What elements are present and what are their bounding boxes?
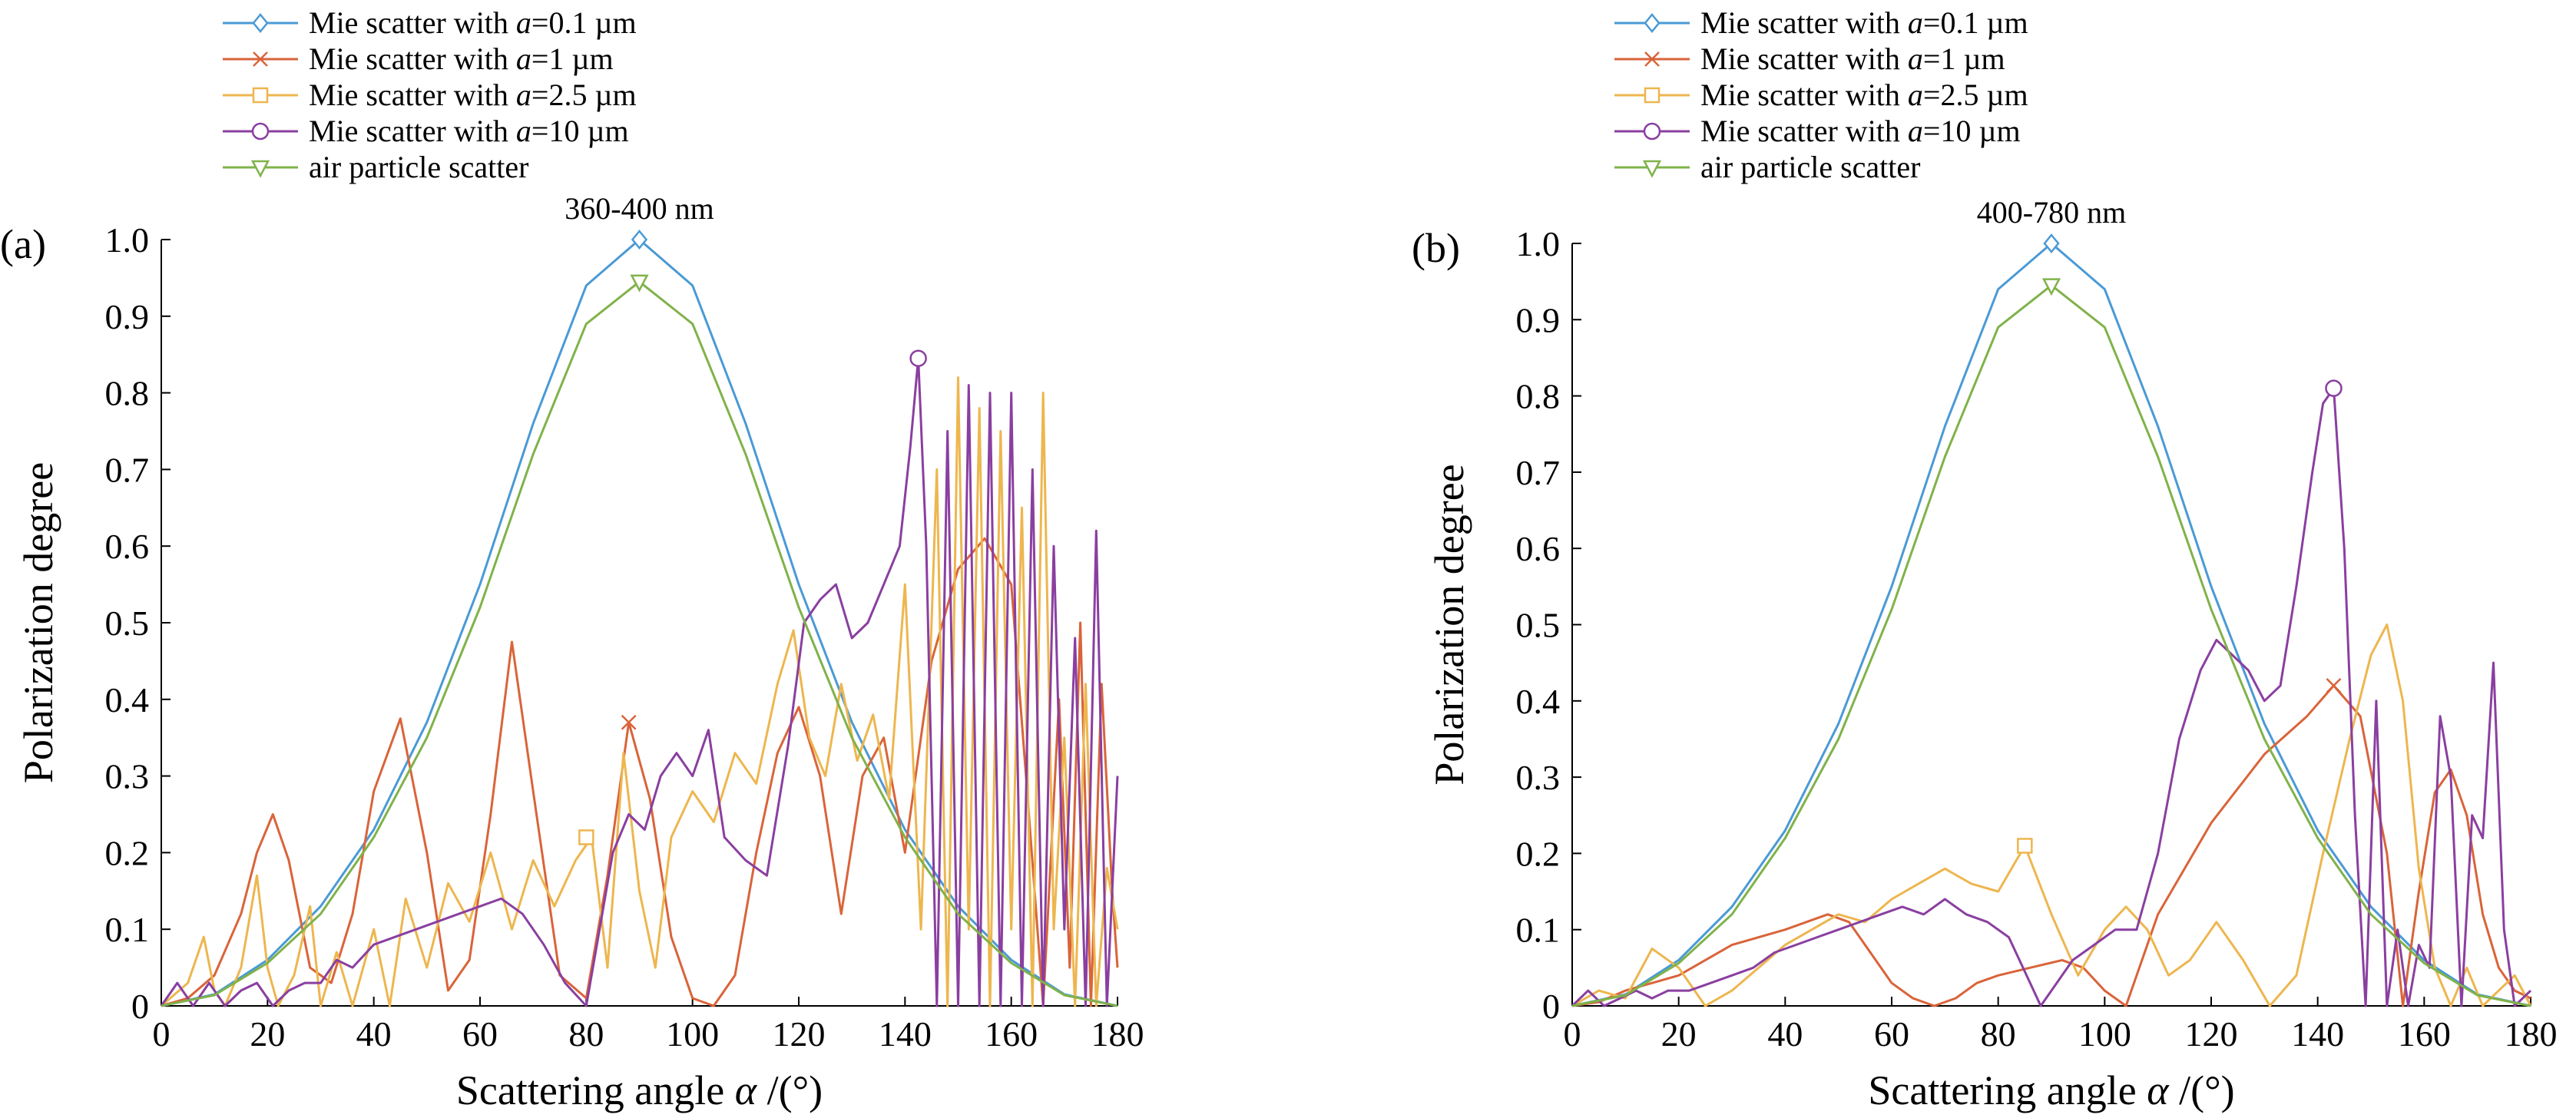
series-line-1 bbox=[161, 537, 1119, 1007]
series-marker-0 bbox=[2043, 233, 2060, 253]
y-tick-label: 0.3 bbox=[105, 757, 150, 796]
series-line-2 bbox=[1571, 624, 2532, 1007]
series-marker-2 bbox=[2017, 838, 2033, 854]
x-tick-label: 180 bbox=[2505, 1014, 2558, 1054]
y-tick-label: 0.9 bbox=[105, 297, 150, 336]
legend-marker-1-stroke-2 bbox=[1644, 51, 1660, 67]
x-tick-label: 80 bbox=[568, 1014, 604, 1054]
panel-label: (a) bbox=[0, 221, 46, 267]
legend-label-2: Mie scatter with a=2.5 µm bbox=[309, 78, 637, 112]
y-axis-title: Polarization degree bbox=[15, 462, 61, 783]
series-line-4 bbox=[1571, 284, 2531, 1007]
series-marker-1 bbox=[2326, 678, 2342, 693]
y-tick-label: 0.6 bbox=[1516, 529, 1561, 568]
x-tick-label: 60 bbox=[462, 1014, 498, 1054]
legend-marker-1 bbox=[1644, 51, 1660, 67]
x-tick-label: 40 bbox=[356, 1014, 392, 1054]
legend-marker-1 bbox=[253, 51, 268, 67]
y-tick-label: 0.2 bbox=[105, 833, 150, 872]
x-tick-label: 100 bbox=[2078, 1014, 2131, 1054]
legend-marker-2 bbox=[1644, 87, 1660, 104]
series-marker-1-stroke-2 bbox=[621, 714, 637, 730]
legend-marker-1-stroke-2 bbox=[253, 51, 268, 67]
x-tick-label: 20 bbox=[250, 1014, 285, 1054]
y-tick-label: 0.8 bbox=[105, 374, 150, 413]
series-marker-4 bbox=[630, 274, 649, 293]
series-marker-4 bbox=[2041, 278, 2061, 296]
chart-title: 360-400 nm bbox=[565, 191, 714, 226]
series-line-3 bbox=[1571, 387, 2532, 1007]
x-tick-label: 60 bbox=[1874, 1014, 1909, 1054]
panel-label: (b) bbox=[1412, 225, 1460, 271]
x-axis-title: Scattering angle α /(°) bbox=[456, 1067, 823, 1113]
x-tick-label: 160 bbox=[2398, 1014, 2451, 1054]
x-tick-label: 0 bbox=[1564, 1014, 1581, 1054]
x-tick-label: 20 bbox=[1661, 1014, 1697, 1054]
x-tick-label: 100 bbox=[666, 1014, 719, 1054]
legend-marker-0 bbox=[1644, 13, 1660, 33]
y-tick-label: 0.4 bbox=[1516, 682, 1561, 721]
series-marker-3 bbox=[2325, 379, 2343, 397]
x-tick-label: 40 bbox=[1767, 1014, 1803, 1054]
series-marker-0 bbox=[631, 230, 648, 250]
legend-label-1: Mie scatter with a=1 µm bbox=[1700, 41, 2005, 76]
y-tick-label: 0.1 bbox=[1516, 911, 1561, 950]
y-tick-label: 1.0 bbox=[1516, 224, 1561, 263]
chart-title: 400-780 nm bbox=[1977, 195, 2126, 230]
x-tick-label: 80 bbox=[1981, 1014, 2016, 1054]
series-marker-2 bbox=[578, 829, 594, 845]
legend-label-1: Mie scatter with a=1 µm bbox=[309, 41, 614, 76]
series-marker-1-stroke-2 bbox=[2326, 678, 2342, 693]
y-tick-label: 0.7 bbox=[105, 450, 150, 489]
y-tick-label: 0 bbox=[131, 987, 149, 1026]
y-tick-label: 0.6 bbox=[105, 527, 150, 566]
legend-label-0: Mie scatter with a=0.1 µm bbox=[309, 5, 637, 40]
legend-label-4: air particle scatter bbox=[1700, 150, 1920, 184]
y-tick-label: 0.4 bbox=[105, 680, 150, 719]
legend-label-4: air particle scatter bbox=[309, 150, 528, 184]
y-tick-label: 0.9 bbox=[1516, 300, 1561, 339]
legend-label-3: Mie scatter with a=10 µm bbox=[1700, 114, 2021, 148]
series-marker-3 bbox=[909, 349, 927, 367]
legend-marker-3 bbox=[251, 122, 270, 141]
x-tick-label: 120 bbox=[2185, 1014, 2238, 1054]
x-tick-label: 0 bbox=[153, 1014, 171, 1054]
legend-label-3: Mie scatter with a=10 µm bbox=[309, 114, 629, 148]
legend-marker-2 bbox=[252, 87, 269, 104]
x-tick-label: 140 bbox=[2291, 1014, 2344, 1054]
panel-a: 0 0.1 0.2 0.3 0.4 0.5 0.6 0.7 0.8 0.9 1.0 0 20 40 60 80… bbox=[0, 5, 1144, 1113]
legend-marker-0 bbox=[252, 13, 269, 33]
panel-b: 0 0.1 0.2 0.3 0.4 0.5 0.6 0.7 0.8 0.9 1.0 0 20 40 60 80… bbox=[1412, 5, 2558, 1113]
y-axis-title: Polarization degree bbox=[1426, 464, 1472, 785]
legend-marker-4 bbox=[1642, 160, 1662, 178]
legend-marker-3 bbox=[1643, 122, 1661, 141]
legend-label-2: Mie scatter with a=2.5 µm bbox=[1700, 78, 2028, 112]
y-tick-label: 0.7 bbox=[1516, 453, 1561, 492]
y-tick-label: 0 bbox=[1542, 987, 1560, 1026]
series-line-2 bbox=[161, 376, 1119, 1007]
series-marker-1 bbox=[621, 714, 637, 730]
x-tick-label: 160 bbox=[985, 1014, 1038, 1054]
y-tick-label: 0.2 bbox=[1516, 834, 1561, 873]
legend-label-0: Mie scatter with a=0.1 µm bbox=[1700, 5, 2028, 40]
y-tick-label: 0.8 bbox=[1516, 377, 1561, 416]
x-tick-label: 120 bbox=[773, 1014, 826, 1054]
x-tick-label: 140 bbox=[879, 1014, 932, 1054]
series-line-3 bbox=[160, 357, 1119, 1007]
y-tick-label: 0.5 bbox=[105, 604, 150, 643]
x-tick-label: 180 bbox=[1091, 1014, 1144, 1054]
y-tick-label: 0.1 bbox=[105, 910, 150, 949]
y-tick-label: 1.0 bbox=[105, 220, 150, 260]
series-line-1 bbox=[1571, 684, 2531, 1007]
x-axis-title: Scattering angle α /(°) bbox=[1868, 1067, 2234, 1113]
legend-marker-4 bbox=[250, 160, 270, 178]
y-tick-label: 0.5 bbox=[1516, 606, 1561, 645]
y-tick-label: 0.3 bbox=[1516, 758, 1561, 797]
